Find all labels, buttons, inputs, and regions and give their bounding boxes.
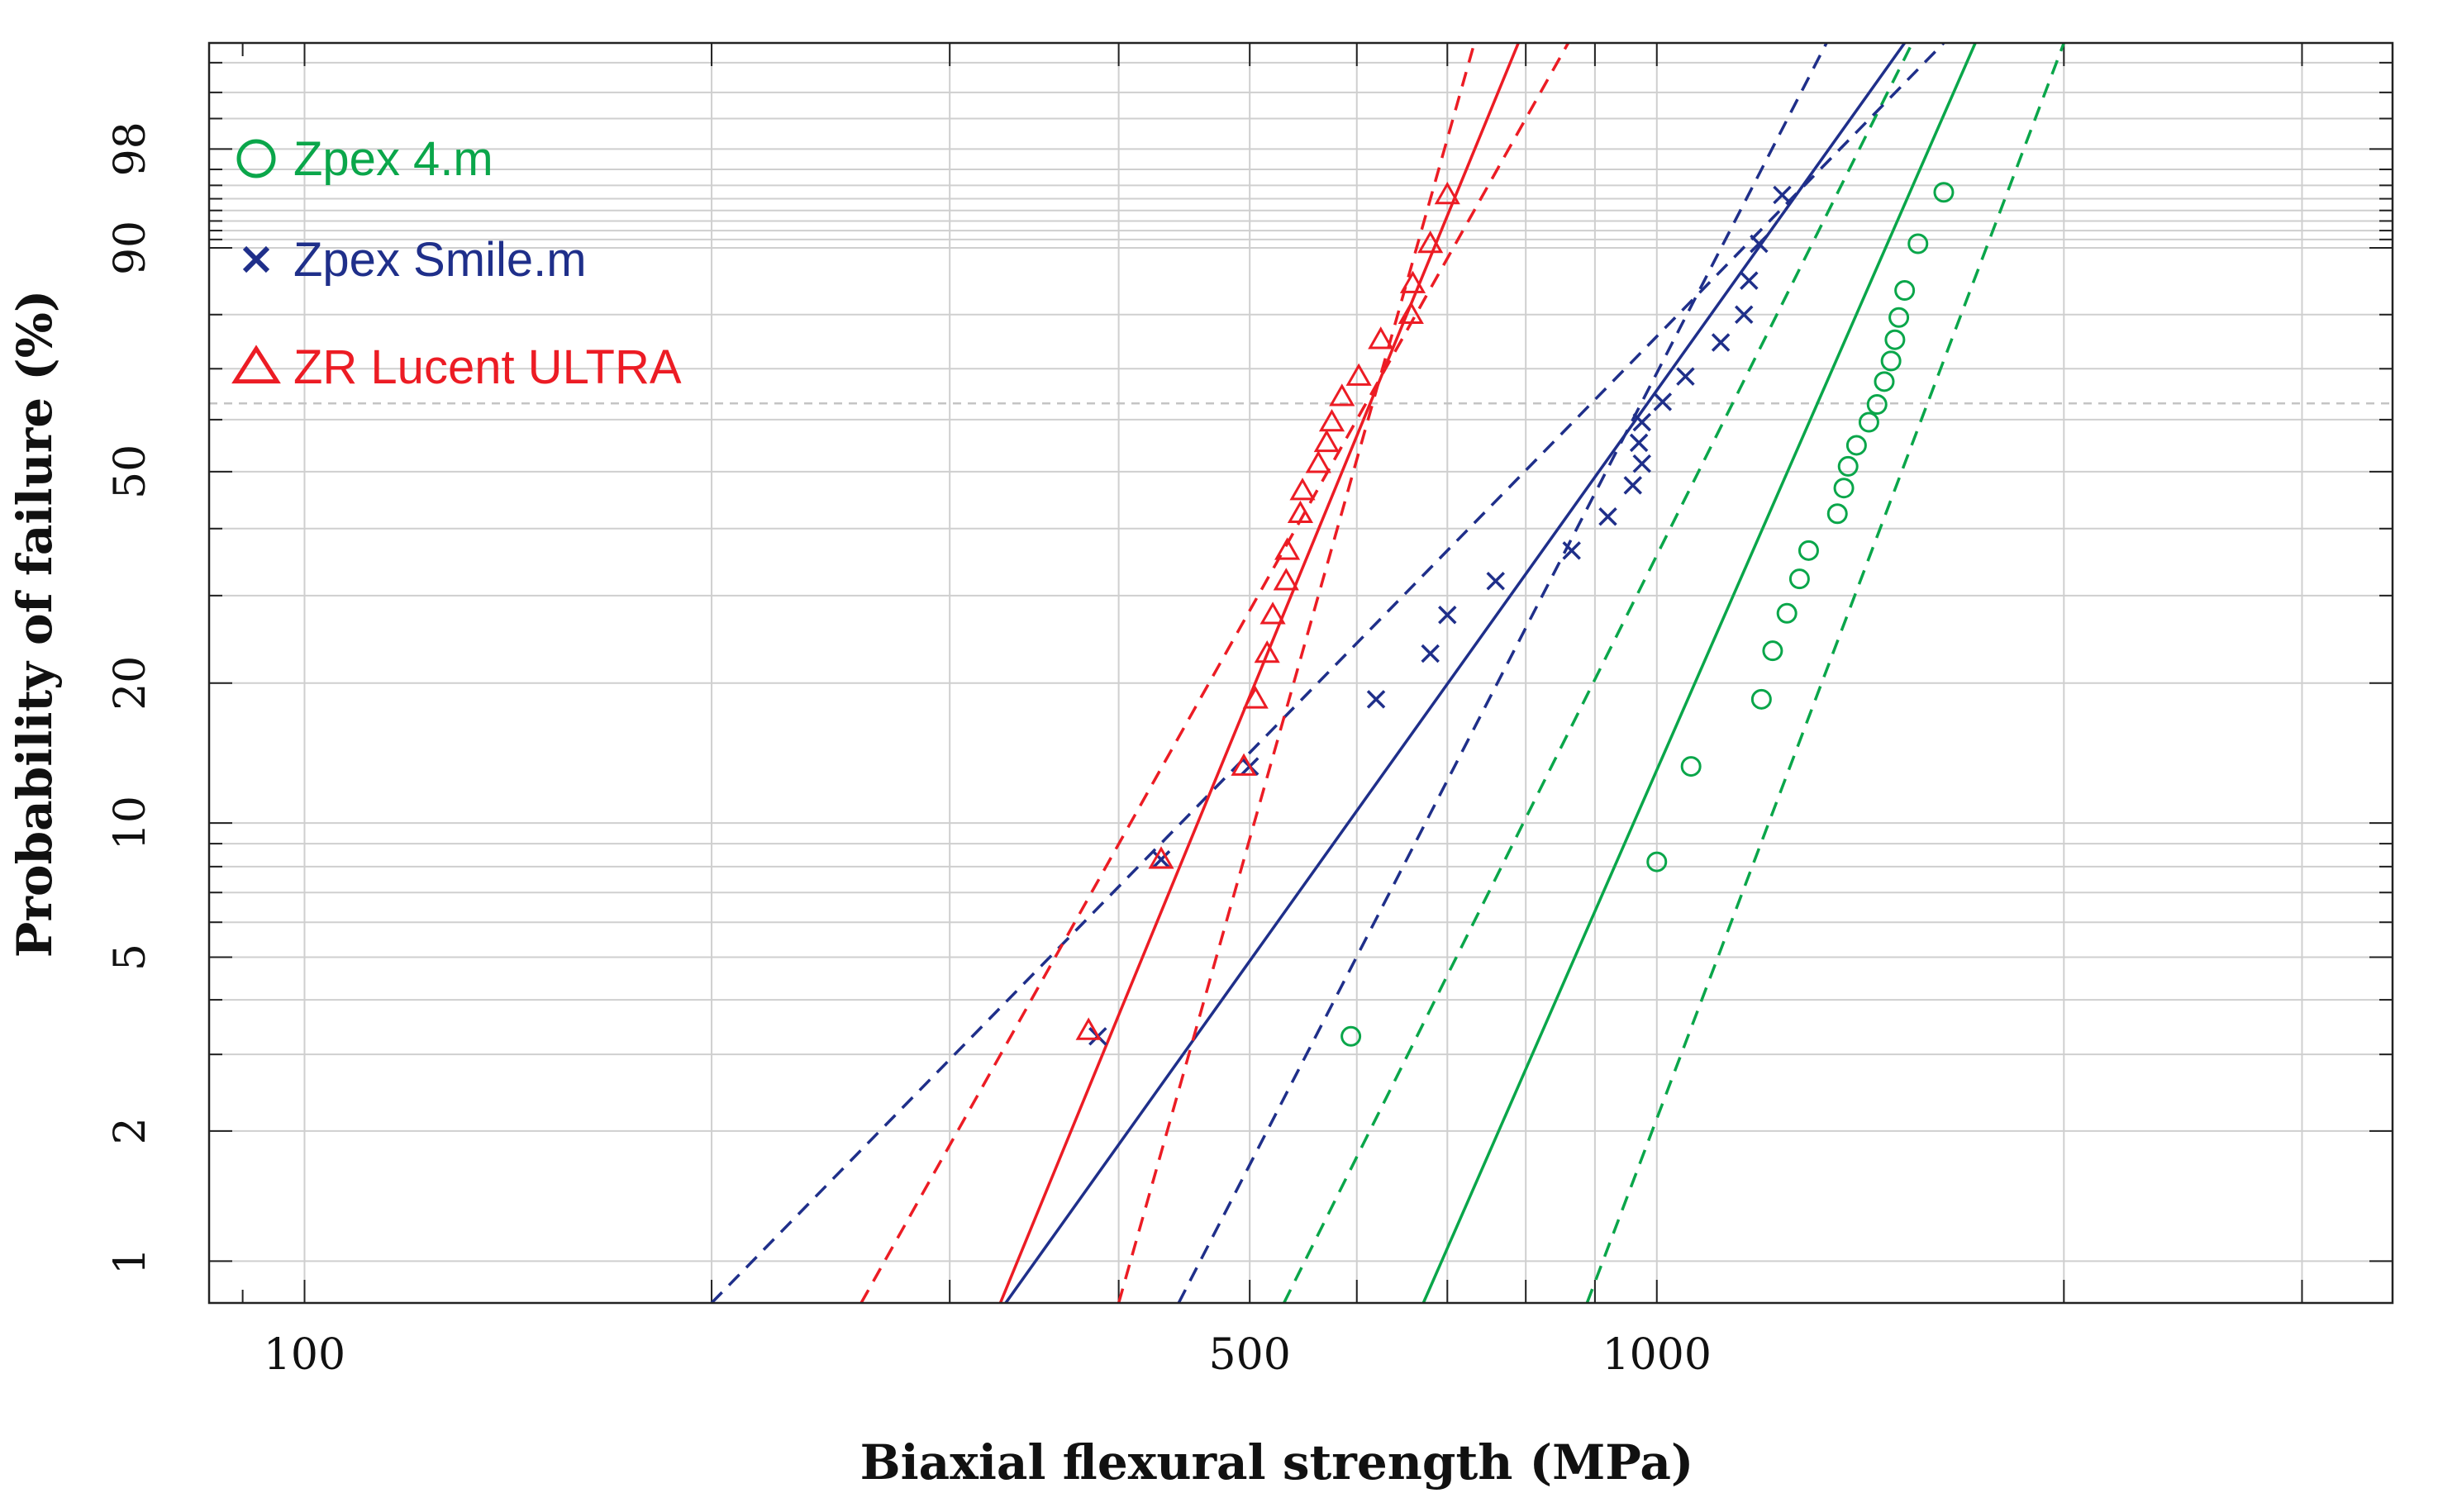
point-circle — [1776, 602, 1798, 624]
legend-marker-x — [242, 245, 270, 273]
x-tick-labels: 100 500 1000 — [264, 1330, 1712, 1380]
point-circle — [1788, 568, 1810, 590]
point-x — [1734, 305, 1754, 325]
point-x — [1632, 454, 1652, 473]
x-tick-label: 500 — [1209, 1330, 1291, 1380]
y-tick-label: 20 — [106, 656, 155, 711]
legend: Zpex 4.m Zpex Smile.m ZR Lucent ULTRA — [231, 132, 682, 394]
x-tick-label: 100 — [264, 1330, 345, 1380]
point-circle — [1762, 640, 1783, 662]
point-circle — [1837, 455, 1859, 477]
point-triangle — [1289, 478, 1316, 501]
point-circle — [1907, 233, 1929, 254]
ci-lower-line-0 — [1585, 43, 2065, 1303]
fit-lines — [710, 43, 2065, 1303]
point-triangle — [1242, 686, 1269, 709]
point-x — [1632, 412, 1652, 432]
point-triangle — [1254, 640, 1280, 663]
point-triangle — [1075, 1017, 1102, 1040]
point-circle — [1858, 411, 1879, 433]
point-x — [1740, 271, 1759, 290]
point-triangle — [1399, 270, 1426, 293]
point-circle — [1866, 393, 1888, 415]
point-x — [1711, 333, 1731, 352]
point-x — [1421, 644, 1440, 663]
point-circle — [1340, 1025, 1362, 1047]
point-circle — [1833, 478, 1855, 499]
point-triangle — [1273, 568, 1299, 591]
ci-upper-line-1 — [1177, 43, 1828, 1303]
point-x — [1598, 507, 1617, 526]
point-circle — [1826, 503, 1848, 525]
ci-lower-line-2 — [859, 43, 1570, 1303]
point-circle — [1750, 688, 1772, 710]
point-triangle — [1417, 230, 1444, 254]
y-tick-labels: 1 2 5 10 20 50 90 98 — [106, 121, 155, 1275]
point-circle — [1646, 851, 1668, 872]
point-triangle — [1318, 408, 1345, 432]
point-triangle — [1231, 753, 1257, 776]
point-circle — [1845, 435, 1867, 456]
point-x — [1562, 541, 1581, 560]
point-x — [1653, 392, 1673, 411]
point-triangle — [1434, 181, 1460, 205]
point-circle — [1894, 279, 1916, 301]
legend-label: Zpex 4.m — [293, 132, 493, 186]
point-triangle — [1313, 429, 1340, 453]
x-axis-title: Biaxial flexural strength (MPa) — [860, 1434, 1694, 1491]
point-triangle — [1398, 301, 1424, 325]
point-circle — [1884, 329, 1906, 350]
point-triangle — [1345, 363, 1372, 386]
point-circle — [1933, 182, 1955, 203]
point-triangle — [1274, 537, 1301, 560]
legend-label: ZR Lucent ULTRA — [293, 340, 682, 394]
legend-label: Zpex Smile.m — [293, 233, 587, 287]
y-tick-label: 5 — [106, 944, 155, 971]
point-x — [1773, 185, 1792, 205]
point-triangle — [1148, 846, 1174, 869]
legend-marker-triangle — [231, 345, 281, 384]
fit-line-0 — [1421, 43, 1977, 1303]
point-circle — [1888, 307, 1910, 328]
point-circle — [1880, 350, 1902, 372]
data-points — [1075, 181, 1955, 1047]
point-circle — [1874, 371, 1895, 392]
point-x — [1750, 234, 1769, 254]
point-x — [1438, 605, 1457, 625]
point-x — [1629, 433, 1649, 453]
y-axis-title: Probability of failure (%) — [7, 290, 63, 958]
point-triangle — [1287, 500, 1314, 523]
plot-frame — [207, 41, 2394, 1305]
fit-line-1 — [1004, 43, 1907, 1303]
ci-upper-line-2 — [1117, 43, 1476, 1303]
point-triangle — [1259, 601, 1286, 625]
point-triangle — [1368, 326, 1394, 349]
point-x — [1366, 690, 1386, 709]
legend-marker-circle — [236, 139, 276, 178]
y-tick-label: 1 — [106, 1248, 155, 1275]
point-x — [1486, 571, 1505, 591]
grid — [209, 43, 2393, 1303]
point-x — [1151, 849, 1171, 869]
point-circle — [1680, 756, 1702, 777]
point-x — [1676, 367, 1695, 386]
y-tick-label: 90 — [106, 221, 155, 275]
y-tick-label: 10 — [106, 796, 155, 850]
y-tick-label: 2 — [106, 1117, 155, 1144]
ci-lower-line-1 — [710, 43, 1945, 1303]
point-triangle — [1305, 450, 1331, 473]
point-triangle — [1329, 383, 1355, 407]
x-tick-label: 1000 — [1602, 1330, 1712, 1380]
y-tick-label: 50 — [106, 445, 155, 499]
y-tick-label: 98 — [106, 121, 155, 176]
ci-upper-line-0 — [1283, 43, 1914, 1303]
point-x — [1623, 476, 1642, 495]
point-circle — [1798, 540, 1819, 561]
axis-ticks — [209, 43, 2393, 1303]
